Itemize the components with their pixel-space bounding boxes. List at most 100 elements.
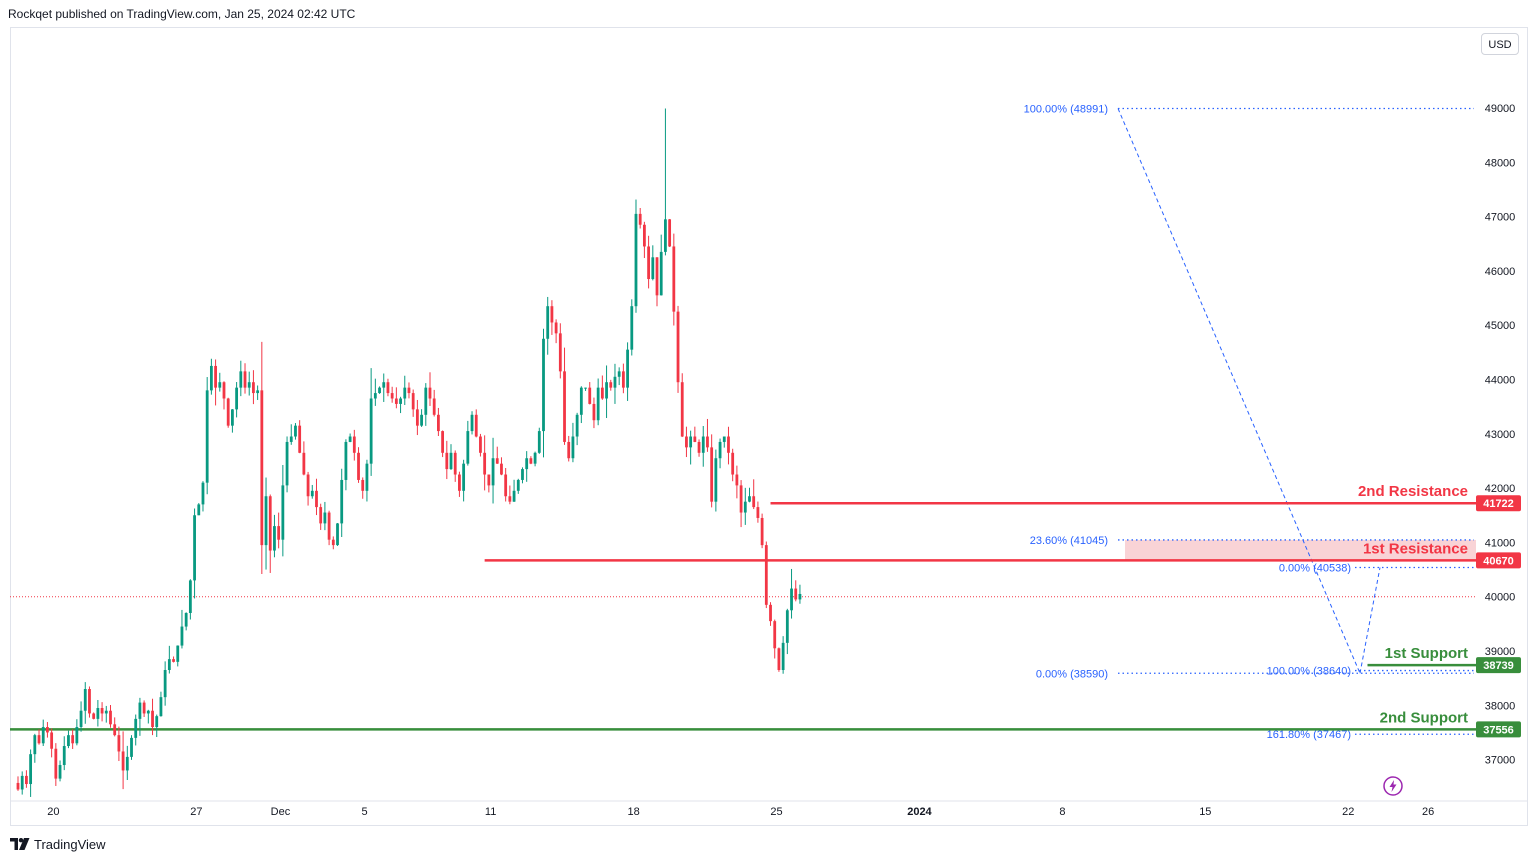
fibonacci-layer: 100.00% (48991) 23.60% (41045) 0.00% (3859… [1024,103,1474,741]
lightning-icon[interactable] [1383,776,1403,796]
candle-body [151,710,154,728]
candle-body [306,474,310,497]
candle-body [521,469,524,480]
candle-body [239,371,243,388]
price-tag [1476,657,1521,674]
candle-body [638,213,642,225]
candle-body [310,490,314,497]
price-tag-label: 41722 [1483,498,1514,510]
candle-body [722,436,726,442]
candle-body [226,398,230,426]
candle-body [441,431,445,453]
candle-body [399,398,402,404]
candle-body [554,322,558,334]
candle-body [672,246,676,312]
candle-body [760,517,764,546]
candle-body [92,713,96,719]
candle-body [146,710,150,714]
candle-body [794,588,798,600]
price-axis-label: 41000 [1485,537,1516,549]
level-label: 1st Resistance [1363,540,1468,557]
fib-label: 100.00% (48991) [1024,103,1108,115]
candle-body [462,463,466,491]
candle-body [167,659,171,671]
candle-body [247,382,251,388]
candle-body [487,474,491,486]
candle-body [714,458,718,502]
candle-body [394,398,398,404]
candle-body [680,382,684,437]
candle-body [58,765,62,779]
candle-body [533,452,537,464]
price-axis-label: 49000 [1485,103,1516,115]
candle-body [134,718,138,738]
price-tag-label: 40670 [1483,555,1514,567]
price-tag [1476,552,1521,569]
time-axis-label: 15 [1199,806,1211,818]
candle-body [277,526,281,540]
time-axis-label: 18 [627,806,639,818]
price-axis-label: 39000 [1485,646,1516,658]
candle-body [743,501,747,513]
candle-body [626,349,629,388]
time-axis-label: Dec [271,806,291,818]
candle-body [252,382,255,394]
candle-body [16,782,20,790]
candle-body [756,507,760,518]
candle-body [453,452,457,475]
candle-body [62,746,66,766]
candle-body [550,306,554,323]
candle-body [777,648,781,671]
candle-body [605,382,608,399]
candle-body [50,732,54,749]
candle-body [41,727,45,744]
candle-body [184,612,188,627]
candle-body [701,436,705,453]
candle-body [285,441,289,486]
price-axis[interactable]: 37000 38000 39000 40000 41000 42000 43000 44000… [1485,103,1516,767]
candle-body [382,382,386,388]
candle-body [37,735,41,744]
candle-body [668,219,672,247]
candle-body [231,409,234,426]
candle-body [357,452,360,480]
candle-body [159,697,163,717]
candle-body [180,626,184,646]
candle-body [458,474,461,491]
candle-body [474,414,478,437]
candle-body [693,436,697,442]
tradingview-logo[interactable]: TradingView [10,835,106,853]
candle-body [769,604,772,622]
candle-body [172,659,175,662]
candle-body [516,479,520,491]
candle-body [205,390,209,483]
candle-body [235,387,239,410]
candle-body [697,441,701,453]
time-axis-label: 11 [485,806,496,818]
candle-body [415,409,419,426]
candle-body [298,425,302,453]
candle-body [790,588,793,611]
candle-body [609,382,613,388]
time-axis-label: 5 [361,806,367,818]
candle-body [676,311,680,383]
candle-body [344,441,348,480]
candle-body [567,441,571,459]
candle-body [340,479,344,524]
candle-body [504,474,508,497]
candle-body [558,333,562,372]
currency-button[interactable]: USD [1481,33,1519,55]
candle-body [642,224,646,247]
publish-header: Rockqet published on TradingView.com, Ja… [8,7,356,21]
price-tag [1476,495,1521,512]
candle-body [735,474,739,486]
candle-body [117,735,121,752]
time-axis[interactable]: 20 27 Dec 5 11 18 25 2024 8 15 22 26 [10,800,1528,818]
candle-body [613,376,617,388]
candle-body [785,610,789,643]
price-axis-label: 48000 [1485,157,1516,169]
candle-body [600,387,604,399]
chart-frame[interactable] [10,27,1528,826]
candle-body [437,414,440,432]
